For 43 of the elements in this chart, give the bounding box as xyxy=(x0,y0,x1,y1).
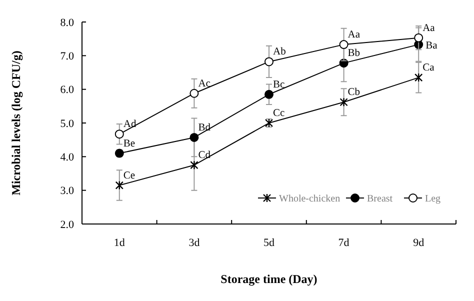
point xyxy=(190,88,199,98)
annotation: Ca xyxy=(422,62,435,74)
point xyxy=(340,98,348,107)
annotation: Ad xyxy=(123,119,137,130)
annotation: Ab xyxy=(273,46,286,58)
point xyxy=(190,132,199,142)
y-tick-label: 4.0 xyxy=(60,152,74,164)
legend-label: Breast xyxy=(367,194,393,204)
y-tick-label: 6.0 xyxy=(60,84,74,96)
annotation: Ce xyxy=(123,170,136,182)
x-tick-label: 7d xyxy=(338,237,350,249)
annotation: Aa xyxy=(422,22,436,34)
annotation: Cb xyxy=(348,87,360,98)
annotation: Ac xyxy=(198,78,211,90)
x-tick-label: 9d xyxy=(413,237,425,249)
y-axis-title: Microbial levels (log CFU/g) xyxy=(9,50,23,196)
x-tick-label: 3d xyxy=(188,237,200,249)
point xyxy=(115,180,124,190)
y-tick-label: 3.0 xyxy=(60,185,74,198)
point xyxy=(414,33,424,42)
point xyxy=(264,57,274,66)
point xyxy=(414,72,423,82)
x-tick-label: 5d xyxy=(264,237,275,249)
y-tick-label: 7.0 xyxy=(60,50,74,63)
legend-label: Leg xyxy=(425,194,441,204)
annotation: Bb xyxy=(348,48,360,60)
x-axis-title: Storage time (Day) xyxy=(220,272,318,286)
x-tick-label: 1d xyxy=(114,237,126,249)
annotation: Aa xyxy=(348,30,360,41)
annotation: Bc xyxy=(273,79,286,90)
y-tick-label: 8.0 xyxy=(60,16,74,29)
y-tick-label: 5.0 xyxy=(60,118,74,130)
annotation: Ba xyxy=(426,40,438,52)
point xyxy=(339,40,348,50)
legend-label: Whole-chicken xyxy=(279,194,340,204)
point xyxy=(114,130,124,139)
annotation: Cc xyxy=(273,108,286,119)
annotation: Bd xyxy=(198,122,212,134)
point xyxy=(190,160,198,170)
y-tick-label: 2.0 xyxy=(60,218,74,231)
annotation: Cd xyxy=(198,150,212,162)
annotation: Be xyxy=(123,138,136,150)
point xyxy=(264,90,274,99)
